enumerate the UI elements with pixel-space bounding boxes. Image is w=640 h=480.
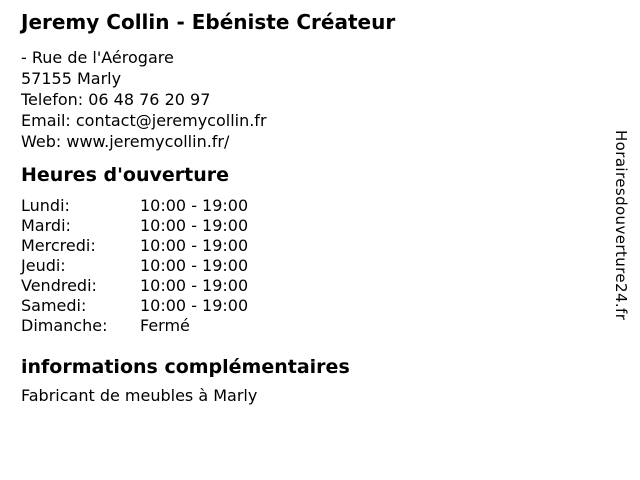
email-line: Email: contact@jeremycollin.fr	[21, 111, 267, 130]
hours-row-friday: Vendredi: 10:00 - 19:00	[21, 276, 640, 296]
hours-heading: Heures d'ouverture	[21, 164, 229, 186]
time-value: 10:00 - 19:00	[140, 216, 249, 235]
time-value: 10:00 - 19:00	[140, 256, 249, 275]
hours-row-tuesday: Mardi: 10:00 - 19:00	[21, 216, 640, 236]
hours-row-saturday: Samedi: 10:00 - 19:00	[21, 296, 640, 316]
hours-row-sunday: Dimanche: Fermé	[21, 316, 640, 336]
additional-info-text: Fabricant de meubles à Marly	[21, 386, 258, 405]
day-label: Samedi:	[21, 296, 87, 315]
day-label: Vendredi:	[21, 276, 97, 295]
additional-info-heading: informations complémentaires	[21, 356, 350, 378]
time-value: 10:00 - 19:00	[140, 296, 249, 315]
address-city: 57155 Marly	[21, 69, 122, 88]
address-street: - Rue de l'Aérogare	[21, 48, 174, 67]
time-value: 10:00 - 19:00	[140, 276, 249, 295]
day-label: Lundi:	[21, 196, 70, 215]
hours-table: Lundi: 10:00 - 19:00 Mardi: 10:00 - 19:00 …	[21, 196, 640, 336]
hours-row-wednesday: Mercredi: 10:00 - 19:00	[21, 236, 640, 256]
page-title: Jeremy Collin - Ebéniste Créateur	[21, 10, 396, 34]
hours-row-thursday: Jeudi: 10:00 - 19:00	[21, 256, 640, 276]
day-label: Mercredi:	[21, 236, 96, 255]
web-line: Web: www.jeremycollin.fr/	[21, 132, 230, 151]
time-value: 10:00 - 19:00	[140, 236, 249, 255]
hours-row-monday: Lundi: 10:00 - 19:00	[21, 196, 640, 216]
day-label: Mardi:	[21, 216, 71, 235]
contact-block: - Rue de l'Aérogare 57155 Marly Telefon:…	[21, 47, 640, 152]
time-value: Fermé	[140, 316, 190, 335]
phone-line: Telefon: 06 48 76 20 97	[21, 90, 211, 109]
time-value: 10:00 - 19:00	[140, 196, 249, 215]
day-label: Dimanche:	[21, 316, 108, 335]
day-label: Jeudi:	[21, 256, 66, 275]
watermark-vertical-text: Horairesdouverture24.fr	[612, 130, 630, 321]
